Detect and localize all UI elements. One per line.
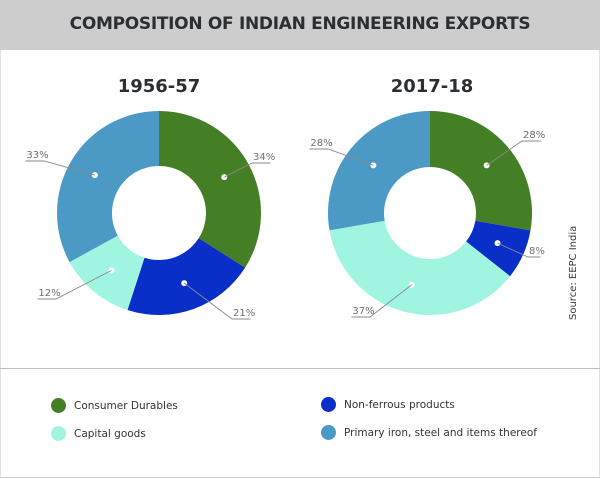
legend-item-non-ferrous: Non-ferrous products [321,397,455,412]
chart-title: COMPOSITION OF INDIAN ENGINEERING EXPORT… [69,14,531,34]
leader-line [351,284,413,318]
slice-primary-iron-steel-and-items-thereof [328,111,430,231]
legend-label: Capital goods [74,427,146,440]
legend-label: Consumer Durables [74,399,178,412]
leader-line [497,242,541,258]
slice-capital-goods [329,220,511,315]
legend-dot [51,398,66,413]
data-label-capital-goods: 37% [352,306,374,317]
leader-line [486,140,541,166]
data-label-non-ferrous-products: 21% [233,308,255,319]
legend-dot [321,425,336,440]
leader-line [224,162,271,178]
donut-chart-1956-57: 1956-57 34% 21% 12% 33% [25,76,275,320]
legend-dot [321,397,336,412]
leader-line [183,282,251,320]
data-label-primary-iron-steel-and-items-thereof: 33% [26,150,48,161]
chart-title-1956-57: 1956-57 [118,76,201,97]
slice-primary-iron-steel-and-items-thereof [56,111,159,263]
legend-label: Primary iron, steel and items thereof [344,426,537,439]
data-label-capital-goods: 12% [38,288,60,299]
leader-line [37,270,112,300]
slice-non-ferrous-products [127,238,246,316]
leader-line [309,148,374,166]
chart-title-2017-18: 2017-18 [391,76,474,97]
legend-divider [0,368,600,369]
slice-consumer-durables [159,111,261,268]
data-label-consumer-durables: 34% [253,152,275,163]
leader-line [25,160,95,176]
legend-item-consumer-durables: Consumer Durables [51,398,178,413]
data-label-non-ferrous-products: 8% [529,246,545,257]
source-note: Source: EEPC India [568,225,579,320]
donut-chart-2017-18: 2017-18 28% 8% 37% 28% [309,76,545,318]
legend-dot [51,426,66,441]
header-bar [0,0,600,50]
legend-label: Non-ferrous products [344,398,455,411]
data-label-consumer-durables: 28% [523,130,545,141]
data-label-primary-iron-steel-and-items-thereof: 28% [310,138,332,149]
legend-item-primary-iron-steel: Primary iron, steel and items thereof [321,425,537,440]
slice-non-ferrous-products [466,220,531,277]
slice-consumer-durables [430,111,532,231]
legend-item-capital-goods: Capital goods [51,426,146,441]
